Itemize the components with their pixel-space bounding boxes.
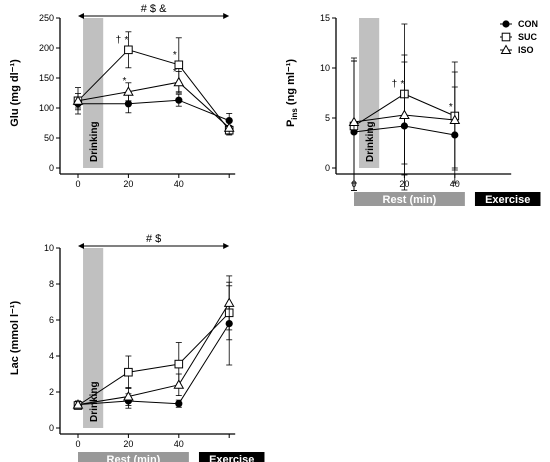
y-tick-label: 0 [49, 423, 54, 433]
data-point [223, 297, 235, 307]
drinking-label: Drinking [89, 121, 100, 162]
legend-entry: CON [518, 19, 538, 29]
annotation-text: # $ & [141, 3, 167, 15]
significance-mark: † [392, 79, 398, 90]
exercise-bar [474, 192, 541, 206]
series-iso [72, 275, 235, 409]
rest-bar [354, 192, 465, 206]
x-tick-label: 0 [75, 179, 80, 189]
rest-bar-label: Rest (min) [383, 194, 437, 206]
y-tick-label: 0 [49, 163, 54, 173]
panel-glu: Drinking 0 50 100 150 200 250 0 20 40 Glu (mg dl⁻¹… [9, 3, 236, 189]
data-point [123, 86, 134, 96]
y-tick-label: 2 [49, 387, 54, 397]
arrow-head-left [78, 243, 84, 249]
significance-mark: * [400, 79, 404, 90]
data-point [174, 60, 184, 70]
data-point [173, 379, 185, 389]
y-axis-label: Glu (mg dl⁻¹) [9, 59, 21, 127]
y-tick-label: 0 [325, 163, 330, 173]
significance-mark: * [449, 102, 453, 113]
annotation-text: # $ [146, 233, 161, 245]
y-tick-label: 250 [39, 13, 54, 23]
x-tick-label: 20 [123, 179, 133, 189]
arrow-head-right [223, 243, 230, 249]
y-tick-label: 6 [49, 315, 54, 325]
x-tick-label: 40 [174, 179, 184, 189]
y-tick-label: 8 [49, 279, 54, 289]
series-line [77, 49, 230, 131]
y-tick-label: 150 [39, 73, 54, 83]
series-line [77, 312, 230, 406]
series-line [77, 323, 230, 406]
y-tick-label: 4 [49, 351, 54, 361]
legend-entry: SUC [518, 32, 538, 42]
y-axis-label: Pins (ng ml⁻¹) [285, 59, 299, 127]
arrow-head-left [78, 13, 84, 19]
data-point [123, 390, 134, 401]
data-point [174, 359, 184, 369]
x-tick-label: 40 [174, 439, 184, 449]
significance-mark: † [116, 35, 122, 46]
series-con [74, 93, 233, 129]
exercise-bar-label: Exercise [485, 194, 530, 206]
drinking-band [83, 248, 104, 428]
rest-bar [78, 452, 189, 462]
x-tick-label: 40 [450, 179, 460, 189]
data-point [173, 76, 185, 87]
data-point [399, 109, 410, 119]
exercise-bar [198, 452, 265, 462]
x-tick-label: 20 [123, 439, 133, 449]
significance-mark: * [124, 35, 128, 46]
significance-mark: * [173, 67, 177, 78]
drinking-label: Drinking [365, 121, 376, 162]
y-tick-label: 200 [39, 43, 54, 53]
data-point [72, 95, 84, 105]
legend-entry: ISO [518, 45, 534, 55]
data-point [124, 45, 133, 55]
legend-marker [500, 44, 512, 54]
y-tick-label: 15 [320, 13, 330, 23]
data-point [225, 117, 233, 125]
data-point [124, 100, 132, 108]
data-point [124, 367, 133, 377]
y-tick-label: 100 [39, 103, 54, 113]
y-tick-label: 10 [320, 63, 330, 73]
exercise-bar-label: Exercise [209, 454, 254, 462]
series-iso [348, 54, 461, 184]
series-line [78, 99, 230, 122]
arrow-head-right [223, 13, 230, 19]
data-point [175, 96, 183, 104]
series-line [77, 302, 230, 406]
legend-marker [501, 32, 511, 42]
y-tick-label: 5 [325, 113, 330, 123]
data-point [348, 116, 360, 126]
rest-bar-label: Rest (min) [107, 454, 161, 462]
drinking-band [83, 18, 104, 168]
data-point [449, 114, 461, 124]
y-axis-label: Lac (mmol l⁻¹) [9, 301, 21, 376]
y-tick-label: 10 [44, 243, 54, 253]
panel-ins: Drinking05101502040Pins (ng ml⁻¹)†**Rest… [285, 13, 541, 206]
y-tick-label: 50 [44, 133, 54, 143]
series-line [77, 81, 230, 129]
data-point [72, 399, 84, 409]
significance-mark: * [122, 76, 126, 87]
data-point [223, 122, 235, 132]
data-point [175, 400, 183, 408]
series-iso [72, 71, 235, 135]
significance-mark: * [173, 50, 177, 61]
x-tick-label: 0 [75, 439, 80, 449]
legend-marker [502, 20, 510, 28]
